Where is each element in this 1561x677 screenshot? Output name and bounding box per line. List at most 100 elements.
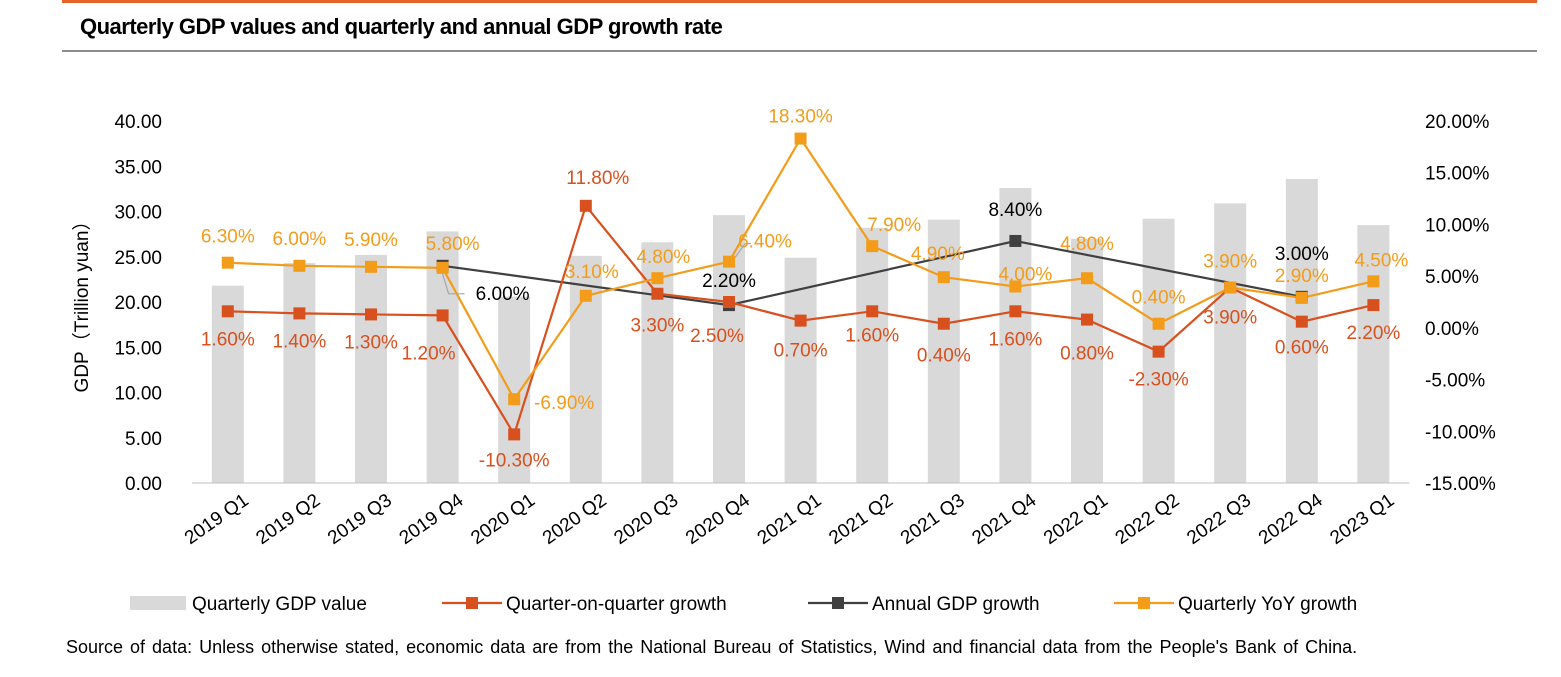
qoq-marker bbox=[1081, 313, 1093, 326]
gdp-bar-2021-q2 bbox=[856, 227, 889, 483]
x-axis: 2019 Q1 2019 Q2 2019 Q3 2019 Q4 2020 Q1 2020 … bbox=[181, 482, 1410, 549]
legend-swatch-marker bbox=[466, 597, 478, 609]
yoy-marker bbox=[365, 260, 377, 273]
yoy-label: 6.30% bbox=[201, 227, 255, 248]
qoq-label: 1.60% bbox=[988, 329, 1042, 350]
x-tick-label: 2022 Q3 bbox=[1183, 490, 1255, 549]
gdp-bar-2020-q4 bbox=[713, 215, 745, 483]
yoy-label: 6.00% bbox=[272, 229, 326, 250]
x-tick-label: 2022 Q4 bbox=[1255, 490, 1327, 549]
annual-label: 2.20% bbox=[702, 271, 756, 292]
qoq-label: -2.30% bbox=[1128, 370, 1188, 391]
x-tick-label: 2022 Q1 bbox=[1040, 490, 1112, 549]
yoy-marker bbox=[723, 255, 735, 268]
yoy-label: 6.40% bbox=[738, 232, 792, 253]
x-tick-label: 2022 Q2 bbox=[1112, 490, 1184, 549]
title-divider bbox=[62, 50, 1537, 52]
x-tick-label: 2019 Q1 bbox=[181, 490, 253, 549]
yoy-marker bbox=[1224, 281, 1237, 294]
right-y-axis: -15.00% -10.00% -5.00% 0.00% 5.00% 10.00% 15.0… bbox=[1425, 112, 1496, 495]
legend-label: Quarterly GDP value bbox=[192, 594, 367, 615]
yoy-label: 4.80% bbox=[1060, 234, 1114, 255]
legend-label: Annual GDP growth bbox=[872, 594, 1040, 615]
qoq-marker bbox=[1295, 315, 1308, 328]
x-tick-label: 2019 Q3 bbox=[324, 490, 396, 549]
yoy-label: 7.90% bbox=[867, 215, 921, 236]
yoy-marker bbox=[221, 256, 234, 269]
qoq-marker bbox=[937, 317, 950, 330]
yoy-marker bbox=[579, 289, 592, 302]
left-tick-label: 10.00 bbox=[114, 384, 162, 405]
qoq-label: 0.40% bbox=[917, 346, 971, 367]
yoy-label: 3.10% bbox=[565, 262, 619, 283]
left-tick-label: 35.00 bbox=[114, 157, 162, 178]
x-tick-label: 2021 Q4 bbox=[969, 490, 1041, 549]
qoq-marker bbox=[723, 296, 735, 308]
yoy-marker bbox=[794, 132, 807, 145]
chart-title: Quarterly GDP values and quarterly and a… bbox=[80, 14, 723, 39]
left-tick-label: 5.00 bbox=[125, 429, 162, 450]
left-tick-label: 30.00 bbox=[114, 203, 162, 224]
legend-label: Quarterly YoY growth bbox=[1178, 594, 1357, 615]
yoy-marker bbox=[937, 271, 950, 284]
right-tick-label: -10.00% bbox=[1425, 422, 1496, 443]
x-tick-label: 2020 Q1 bbox=[467, 490, 539, 549]
qoq-marker bbox=[579, 199, 592, 212]
left-axis-title: GDP（Trillion yuan） bbox=[71, 212, 93, 393]
qoq-marker bbox=[293, 307, 306, 320]
annual-marker bbox=[1009, 234, 1022, 247]
gdp-bar-2022-q4 bbox=[1285, 178, 1318, 484]
annual-label: 8.40% bbox=[988, 200, 1042, 221]
gdp-bar-2020-q1 bbox=[498, 296, 531, 483]
right-tick-label: 10.00% bbox=[1425, 215, 1490, 236]
yoy-marker bbox=[1009, 280, 1022, 293]
yoy-label: 4.80% bbox=[636, 247, 690, 268]
annual-growth-line bbox=[442, 239, 1303, 307]
x-tick-label: 2020 Q2 bbox=[539, 490, 611, 549]
left-tick-label: 40.00 bbox=[114, 112, 162, 133]
x-tick-label: 2021 Q1 bbox=[754, 490, 826, 549]
legend-swatch-marker bbox=[1138, 597, 1150, 609]
gdp-combo-chart: 0.00 5.00 10.00 15.00 20.00 25.00 30.00 35.00 40… bbox=[71, 107, 1496, 615]
left-tick-label: 0.00 bbox=[125, 474, 162, 495]
x-tick-label: 2021 Q3 bbox=[897, 490, 969, 549]
qoq-marker bbox=[436, 309, 449, 322]
qoq-label: 1.20% bbox=[402, 343, 456, 364]
yoy-leader-line bbox=[734, 243, 751, 259]
annual-leader-line bbox=[442, 273, 465, 295]
right-tick-label: 5.00% bbox=[1425, 267, 1479, 288]
x-tick-label: 2020 Q3 bbox=[611, 490, 683, 549]
gdp-bar-2023-q1 bbox=[1357, 225, 1390, 483]
right-tick-label: 15.00% bbox=[1425, 164, 1490, 185]
yoy-marker bbox=[436, 261, 449, 274]
qoq-label: 1.60% bbox=[845, 325, 899, 346]
yoy-marker bbox=[1152, 317, 1165, 330]
qoq-label: 11.80% bbox=[566, 168, 629, 189]
top-accent-line bbox=[62, 0, 1537, 3]
right-tick-label: -5.00% bbox=[1425, 371, 1485, 392]
qoq-label: 0.80% bbox=[1060, 344, 1114, 365]
x-tick-label: 2019 Q4 bbox=[396, 490, 468, 549]
qoq-marker bbox=[1152, 345, 1165, 358]
yoy-label: 5.90% bbox=[344, 230, 398, 251]
gdp-bar-2019-q1 bbox=[211, 285, 244, 483]
yoy-label: 4.90% bbox=[911, 244, 965, 265]
qoq-marker bbox=[508, 428, 521, 441]
left-tick-label: 15.00 bbox=[114, 338, 162, 359]
yoy-label: 4.50% bbox=[1354, 250, 1408, 271]
qoq-marker bbox=[1009, 305, 1022, 318]
qoq-label: 1.40% bbox=[272, 331, 326, 352]
x-tick-label: 2019 Q2 bbox=[253, 490, 325, 549]
qoq-label: -10.30% bbox=[479, 450, 550, 471]
gdp-bar-2019-q2 bbox=[283, 263, 316, 483]
qoq-marker bbox=[651, 287, 664, 300]
yoy-marker bbox=[508, 393, 521, 406]
legend-swatch-bar bbox=[130, 596, 186, 610]
yoy-label: 0.40% bbox=[1132, 288, 1186, 309]
qoq-marker bbox=[221, 305, 234, 318]
left-tick-label: 20.00 bbox=[114, 293, 162, 314]
qoq-label: 1.60% bbox=[201, 329, 255, 350]
qoq-label: 3.30% bbox=[630, 316, 684, 337]
yoy-marker bbox=[1295, 291, 1308, 304]
qoq-marker bbox=[365, 308, 377, 321]
